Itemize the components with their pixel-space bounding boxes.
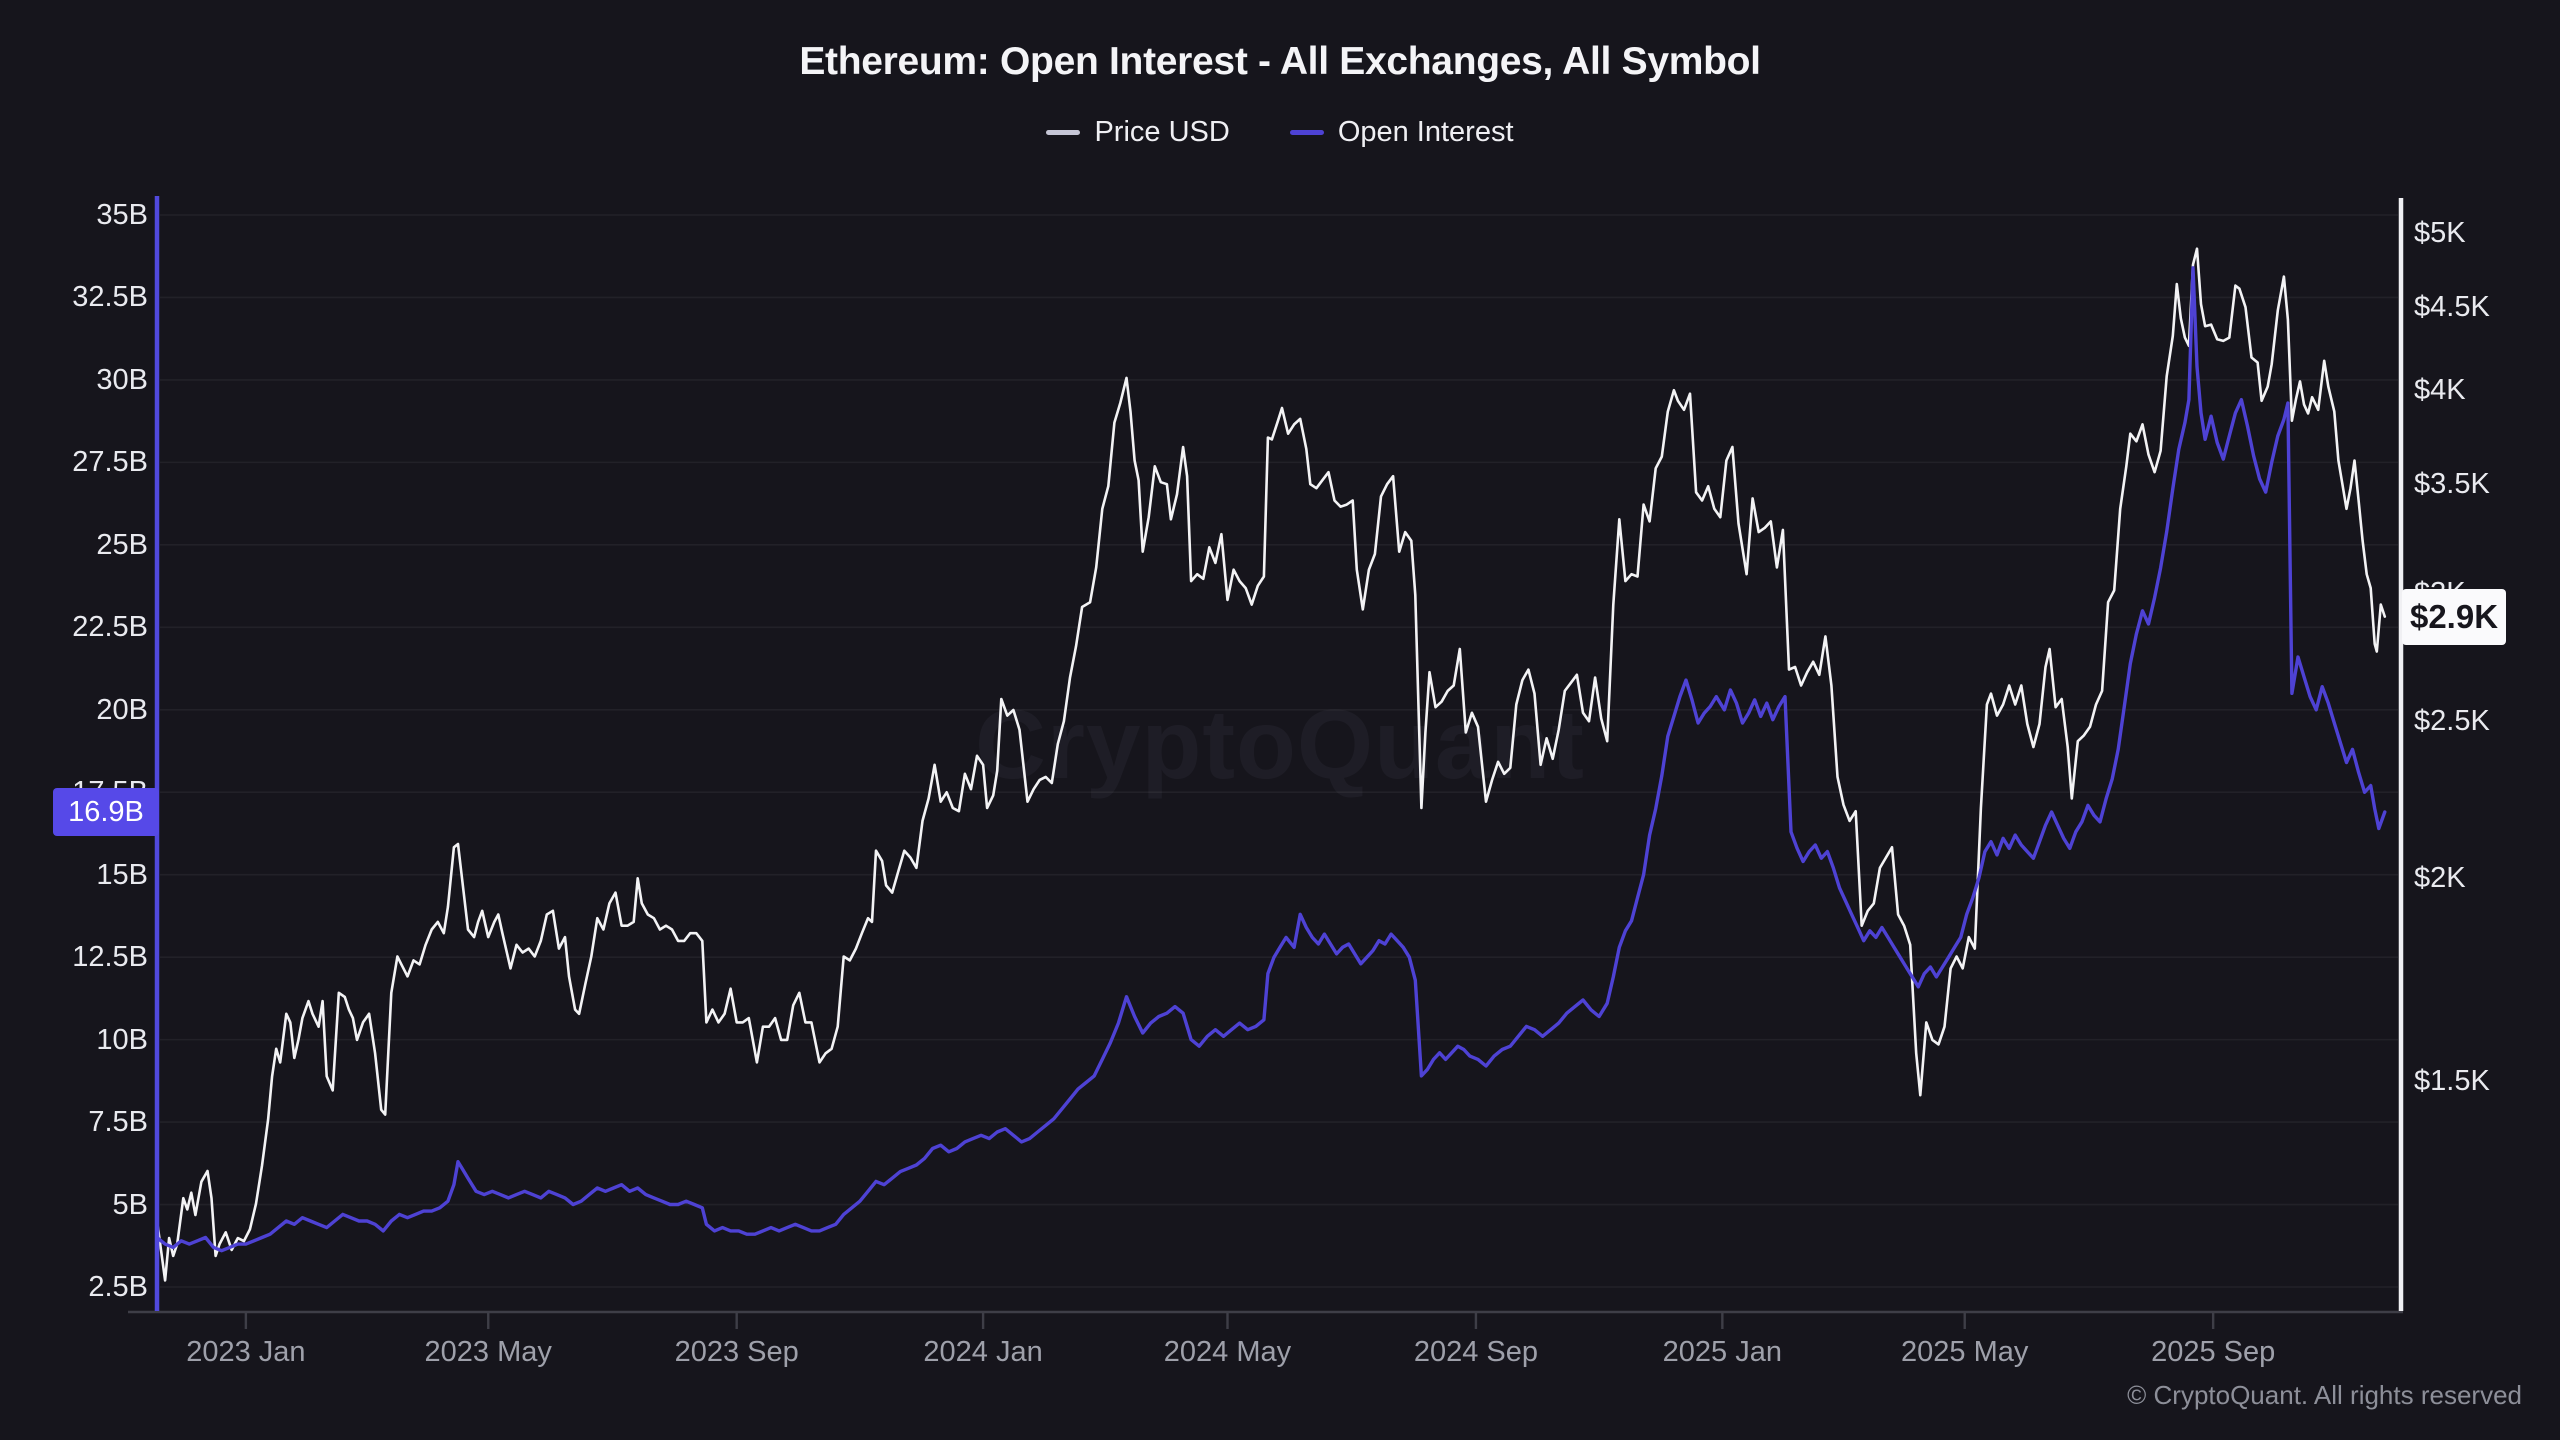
- left-axis-tick-22.5B: 22.5B: [72, 611, 148, 644]
- price-series-swatch-icon: [1046, 130, 1081, 135]
- x-axis-tick-2023 Sep: 2023 Sep: [674, 1336, 799, 1368]
- legend-label: Open Interest: [1337, 116, 1514, 148]
- left-axis-tick-12.5B: 12.5B: [72, 941, 148, 974]
- legend-label: Price USD: [1094, 116, 1230, 148]
- right-axis-tick-$4K: $4K: [2414, 374, 2466, 407]
- left-axis-tick-15B: 15B: [96, 858, 148, 891]
- x-axis-tick-2025 Sep: 2025 Sep: [2151, 1336, 2276, 1368]
- x-axis-tick-2023 Jan: 2023 Jan: [186, 1336, 306, 1368]
- left-axis-tick-32.5B: 32.5B: [72, 281, 148, 314]
- open-interest-current-value-badge: 16.9B: [53, 788, 159, 837]
- x-axis-tick-2023 May: 2023 May: [424, 1336, 552, 1368]
- left-axis-tick-10B: 10B: [96, 1023, 148, 1056]
- series-line-price-usd: [155, 247, 2387, 1282]
- open-interest-series-swatch-icon: [1289, 130, 1324, 135]
- left-axis-tick-7.5B: 7.5B: [88, 1106, 148, 1139]
- x-axis-tick-2025 May: 2025 May: [1901, 1336, 2029, 1368]
- left-axis-tick-2.5B: 2.5B: [88, 1271, 148, 1303]
- left-axis-tick-5B: 5B: [112, 1188, 148, 1221]
- x-axis-tick-2024 Jan: 2024 Jan: [923, 1336, 1043, 1368]
- right-axis-tick-$3.5K: $3.5K: [2414, 468, 2490, 501]
- left-axis-tick-35B: 35B: [96, 199, 148, 231]
- left-axis-tick-27.5B: 27.5B: [72, 446, 148, 479]
- x-axis-tick-2024 Sep: 2024 Sep: [1413, 1336, 1538, 1368]
- left-axis-tick-25B: 25B: [96, 528, 148, 561]
- legend-item-open-interest[interactable]: Open Interest: [1289, 116, 1514, 149]
- price-current-value: $2.9K: [2409, 597, 2499, 635]
- x-axis-tick-2025 Jan: 2025 Jan: [1662, 1336, 1782, 1368]
- left-axis-tick-30B: 30B: [96, 363, 148, 396]
- right-axis-tick-$5K: $5K: [2414, 217, 2466, 249]
- right-axis-tick-$2K: $2K: [2414, 862, 2466, 895]
- open-interest-current-value: 16.9B: [68, 795, 144, 828]
- left-axis-tick-20B: 20B: [96, 693, 148, 726]
- legend-item-price-usd[interactable]: Price USD: [1046, 116, 1230, 149]
- x-axis-tick-2024 May: 2024 May: [1163, 1336, 1292, 1368]
- legend: Price USD Open Interest: [0, 116, 2560, 149]
- copyright-notice: © CryptoQuant. All rights reserved: [2127, 1380, 2522, 1410]
- right-axis-tick-$1.5K: $1.5K: [2414, 1064, 2490, 1097]
- right-axis-tick-$2.5K: $2.5K: [2414, 705, 2490, 738]
- price-current-value-badge: $2.9K: [2402, 588, 2506, 645]
- right-axis-tick-$4.5K: $4.5K: [2414, 291, 2490, 324]
- page-title: Ethereum: Open Interest - All Exchanges,…: [799, 40, 1761, 83]
- series-line-open-interest: [155, 266, 2387, 1253]
